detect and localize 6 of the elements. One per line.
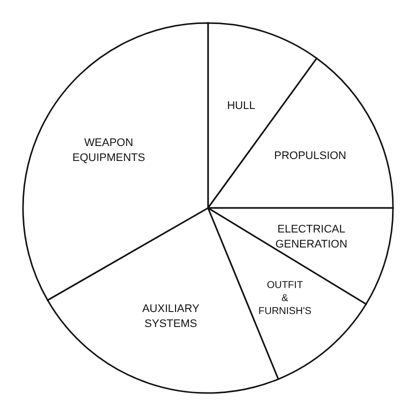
slice-label: PROPULSION <box>274 150 346 162</box>
slice-label: HULL <box>227 100 256 112</box>
slice-label: WEAPON EQUIPMENTS <box>72 137 146 164</box>
slice-label: AUXILIARY SYSTEMS <box>142 303 200 330</box>
slice-label: OUTFIT & FURNISH'S <box>258 280 312 317</box>
slice-label: ELECTRICAL GENERATION <box>275 223 348 250</box>
